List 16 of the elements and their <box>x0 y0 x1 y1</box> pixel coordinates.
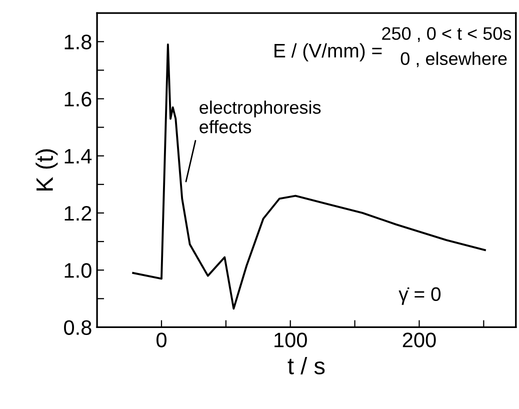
annotation: 250 , 0 < t < 50s <box>382 27 512 42</box>
x-tick-label: 100 <box>274 332 307 348</box>
annotation: E / (V/mm) = <box>274 43 382 62</box>
annotation: electrophoresis effects <box>200 100 321 134</box>
x-axis-title: t / s <box>288 357 325 374</box>
x-tick-label: 200 <box>402 332 436 348</box>
y-axis-title: K (t) <box>36 149 58 191</box>
y-tick-label: 1.8 <box>64 34 92 50</box>
annotation: γ̇ = 0 <box>398 287 441 305</box>
y-tick-label: 1.2 <box>64 206 92 221</box>
y-tick-label: 0.8 <box>64 320 92 335</box>
y-tick-label: 1.0 <box>64 263 92 278</box>
x-tick-label: 0 <box>156 332 166 348</box>
annotation: 0 , elsewhere <box>400 52 507 68</box>
y-tick-label: 1.6 <box>64 92 92 107</box>
y-tick-label: 1.4 <box>64 149 92 164</box>
